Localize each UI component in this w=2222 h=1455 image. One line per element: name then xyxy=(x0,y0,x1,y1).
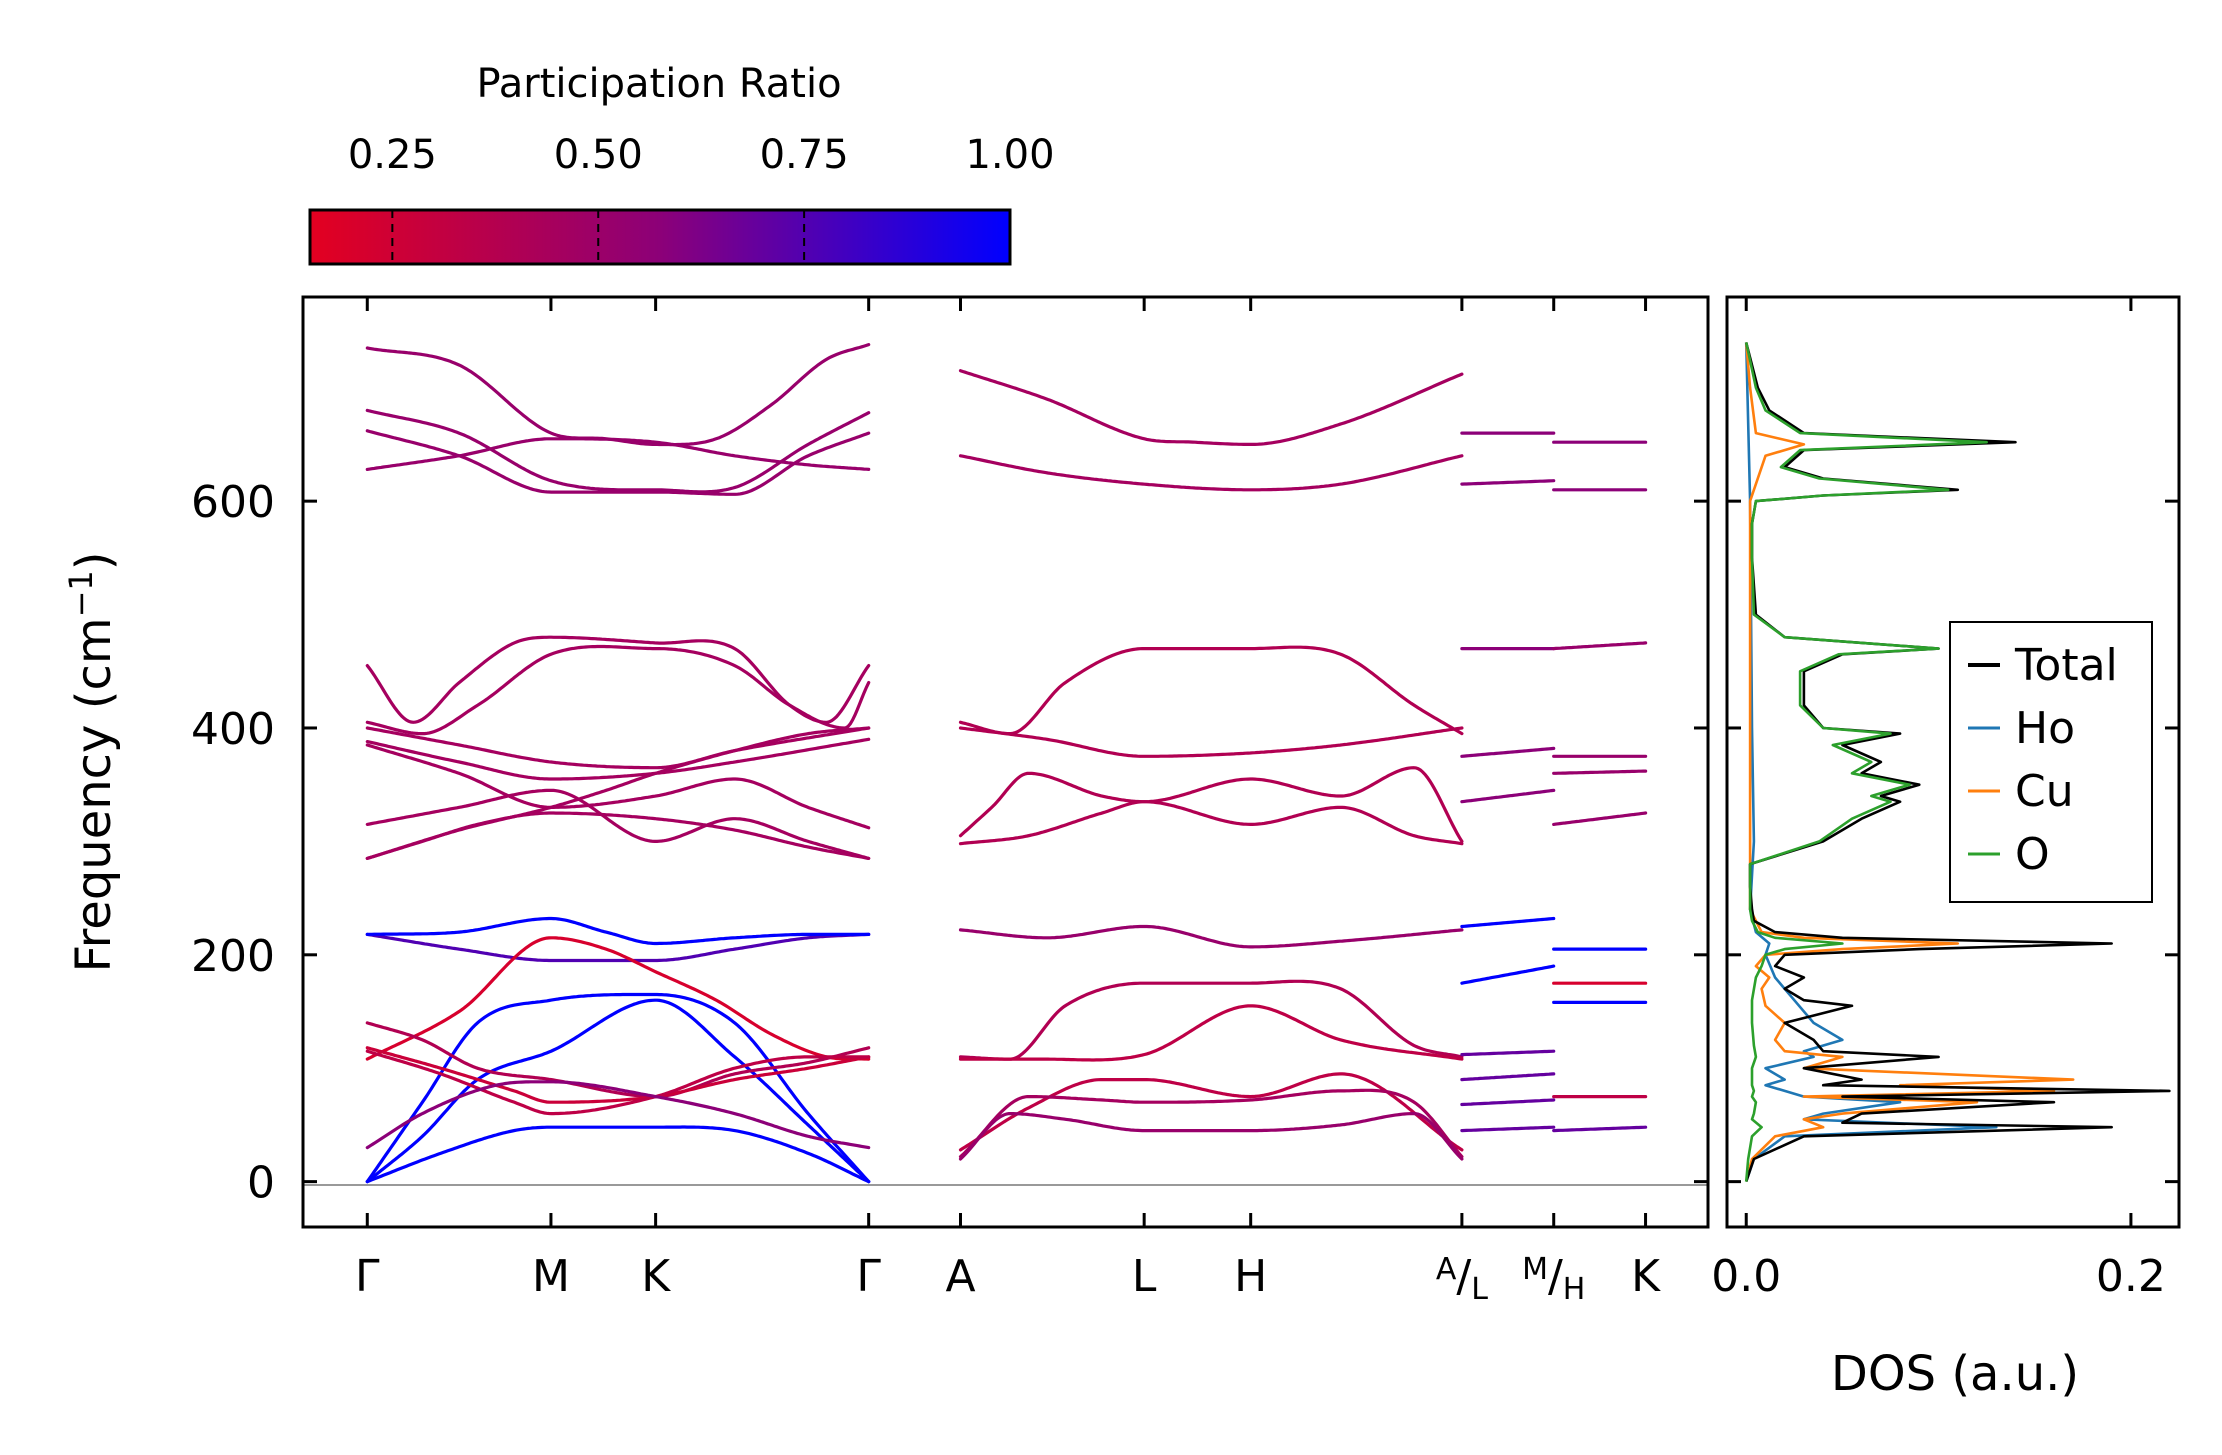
phonon-band xyxy=(958,979,1464,1061)
phonon-band xyxy=(1552,1125,1648,1133)
phonon-band xyxy=(365,1021,871,1099)
dos-panel: 0.0 0.2 DOS (a.u.) Total Ho Cu O xyxy=(1711,295,2181,1402)
phonon-band xyxy=(1460,479,1556,486)
phonon-band xyxy=(365,936,871,1061)
phonon-band xyxy=(1460,1049,1556,1057)
phonon-band xyxy=(365,726,871,770)
phonon-band xyxy=(365,644,871,736)
phonon-band xyxy=(365,743,871,830)
phonon-bands xyxy=(365,343,1648,1184)
y-axis-title: Frequency (cm−1) xyxy=(62,551,122,972)
y-tick-label: 600 xyxy=(191,477,275,528)
legend-label-cu: Cu xyxy=(2015,766,2074,817)
phonon-band xyxy=(958,454,1464,492)
phonon-band xyxy=(365,343,871,447)
phonon-band xyxy=(958,1088,1464,1159)
k-point-label: A/L xyxy=(1436,1251,1488,1307)
band-structure-panel: 0 200 400 600 Γ M K Γ A L H A/L M/H K Frequency (cm−1… xyxy=(62,295,1710,1307)
k-point-label: M xyxy=(532,1251,570,1302)
phonon-band xyxy=(1552,769,1648,775)
dos-frame xyxy=(1725,295,2181,1229)
phonon-band xyxy=(365,737,871,781)
phonon-band xyxy=(958,1004,1464,1062)
colorbar-title: Participation Ratio xyxy=(476,61,841,107)
phonon-band xyxy=(1460,788,1556,804)
phonon-band xyxy=(958,924,1464,949)
y-tick-label: 0 xyxy=(247,1158,275,1209)
colorbar: Participation Ratio 0.25 0.50 0.75 1.00 xyxy=(308,61,1055,266)
dos-curves xyxy=(1744,342,2171,1183)
phonon-band xyxy=(365,811,871,860)
phonon-band xyxy=(365,932,871,963)
colorbar-tick-label: 0.25 xyxy=(348,132,437,178)
colorbar-gradient xyxy=(308,208,1012,266)
y-tick-label: 200 xyxy=(191,931,275,982)
phonon-band xyxy=(365,1125,871,1184)
colorbar-tick-labels: 0.25 0.50 0.75 1.00 xyxy=(348,132,1055,178)
phonon-band xyxy=(1460,916,1556,929)
dos-curve-cu xyxy=(1744,342,2075,1182)
phonon-band xyxy=(365,429,871,496)
k-point-label: Γ xyxy=(355,1251,380,1302)
phonon-band xyxy=(365,1046,871,1104)
phonon-band xyxy=(958,1072,1464,1152)
dos-axes: 0.0 0.2 xyxy=(1711,297,2179,1302)
dos-legend: Total Ho Cu O xyxy=(1949,621,2153,903)
legend-label-o: O xyxy=(2015,829,2050,880)
phonon-band xyxy=(958,1112,1464,1161)
y-tick-label: 400 xyxy=(191,704,275,755)
band-axes: 0 200 400 600 Γ M K Γ A L H A/L M/H K xyxy=(191,297,1708,1307)
phonon-band xyxy=(958,645,1464,736)
k-point-label: K xyxy=(641,1251,671,1302)
dos-x-axis-title: DOS (a.u.) xyxy=(1831,1346,2079,1402)
phonon-band xyxy=(958,369,1464,446)
dos-x-tick-label: 0.2 xyxy=(2096,1251,2166,1302)
colorbar-tick-label: 0.50 xyxy=(554,132,643,178)
phonon-band xyxy=(1460,746,1556,758)
legend-label-total: Total xyxy=(2014,640,2118,691)
colorbar-tick-label: 1.00 xyxy=(965,132,1054,178)
colorbar-ticks xyxy=(391,210,806,264)
dos-curve-o xyxy=(1744,342,1988,1182)
band-frame xyxy=(301,295,1710,1229)
phonon-band xyxy=(1460,1098,1556,1107)
phonon-band xyxy=(365,635,871,724)
phonon-band xyxy=(365,916,871,946)
k-point-label: H xyxy=(1234,1251,1267,1302)
phonon-band xyxy=(365,788,871,860)
dos-x-tick-label: 0.0 xyxy=(1711,1251,1781,1302)
phonon-band xyxy=(365,408,871,494)
phonon-band xyxy=(365,437,871,471)
k-point-label: M/H xyxy=(1522,1251,1585,1307)
phonon-band xyxy=(958,766,1464,843)
phonon-band xyxy=(365,1049,871,1116)
phonon-band xyxy=(1460,1072,1556,1082)
phonon-band xyxy=(1460,1125,1556,1133)
phonon-band xyxy=(365,992,871,1184)
phonon-band xyxy=(958,726,1464,758)
phonon-band xyxy=(1460,964,1556,985)
phonon-band xyxy=(1552,811,1648,826)
k-point-label: A xyxy=(945,1251,975,1302)
phonon-band xyxy=(1552,641,1648,651)
phonon-band xyxy=(365,1080,871,1150)
colorbar-tick-label: 0.75 xyxy=(760,132,849,178)
legend-label-ho: Ho xyxy=(2015,703,2075,754)
k-point-label: K xyxy=(1631,1251,1661,1302)
phonon-band xyxy=(958,800,1464,846)
k-point-label: L xyxy=(1132,1251,1157,1302)
phonon-band xyxy=(365,998,871,1184)
phonon-band xyxy=(365,726,871,860)
k-point-label: Γ xyxy=(856,1251,881,1302)
